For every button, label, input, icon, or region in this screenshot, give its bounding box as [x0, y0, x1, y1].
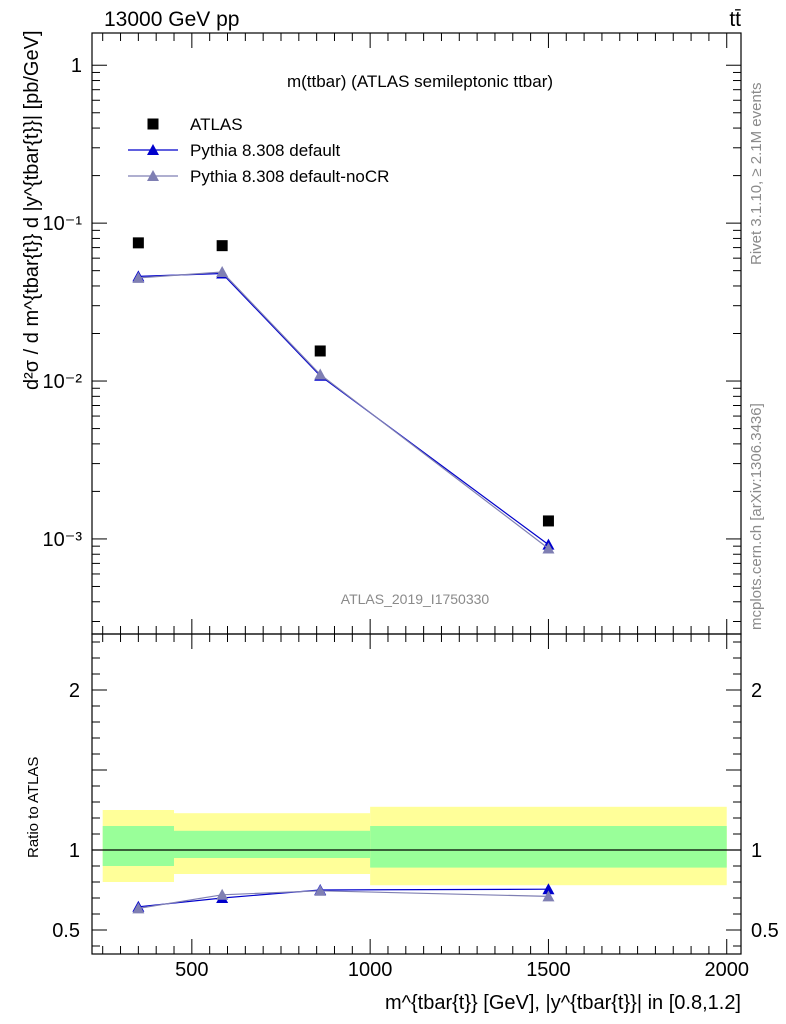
- main-panel: m(ttbar) (ATLAS semileptonic ttbar) ATLA…: [21, 30, 742, 635]
- band-green: [102, 826, 175, 866]
- data-point: [132, 271, 145, 283]
- ratio-x-tick-label: 2000: [704, 959, 749, 981]
- ratio-x-tick-label: 500: [175, 959, 208, 981]
- ratio-y-tick-label-right: 1: [751, 840, 762, 862]
- ratio-data-point: [542, 890, 555, 902]
- data-point: [314, 368, 327, 380]
- x-axis-label: m^{tbar{t}} [GeV], |y^{tbar{t}}| in [0.8…: [385, 992, 741, 1014]
- ratio-data-point: [216, 888, 229, 900]
- legend-label: ATLAS: [190, 115, 243, 134]
- legend-marker: [147, 144, 159, 155]
- rivet-label: Rivet 3.1.10, ≥ 2.1M events: [748, 83, 765, 266]
- main-y-tick-label: 1: [71, 55, 82, 77]
- ratio-y-tick-label-left: 0.5: [52, 920, 80, 942]
- main-series: [132, 237, 555, 554]
- main-x-ticks: [102, 33, 728, 634]
- ratio-data-point: [132, 902, 145, 914]
- legend-marker: [147, 118, 159, 130]
- data-point: [216, 240, 228, 252]
- data-point: [542, 515, 554, 527]
- ratio-y-tick-label-right: 0.5: [751, 920, 779, 942]
- mcplots-label: mcplots.cern.ch [arXiv:1306.3436]: [748, 403, 765, 630]
- ratio-bands: [92, 806, 741, 886]
- energy-label: 13000 GeV pp: [104, 8, 239, 31]
- legend-label: Pythia 8.308 default: [190, 141, 341, 160]
- main-y-tick-label: 10⁻³: [43, 529, 83, 551]
- series-1: [132, 267, 555, 550]
- ratio-y-ticks: 0.5 0.5 1 1 2 2: [52, 641, 779, 947]
- ratio-y-tick-label-right: 2: [751, 680, 762, 702]
- data-point: [132, 237, 144, 249]
- ratio-x-ticks: 500 1000 1500 2000: [102, 634, 749, 981]
- main-y-tick-label: 10⁻¹: [43, 213, 83, 235]
- series-0: [132, 237, 554, 527]
- band-green: [174, 830, 371, 858]
- legend-marker: [147, 170, 159, 181]
- ratio-series-line: [138, 888, 549, 908]
- ratio-data-point: [542, 883, 555, 895]
- main-title: m(ttbar) (ATLAS semileptonic ttbar): [287, 72, 553, 91]
- ratio-x-tick-label: 1000: [348, 959, 393, 981]
- ratio-series: [132, 883, 555, 914]
- watermark-label: ATLAS_2019_I1750330: [341, 591, 490, 607]
- ratio-series-0: [132, 883, 555, 912]
- ratio-y-axis-label: Ratio to ATLAS: [25, 757, 42, 858]
- main-y-tick-label: 10⁻²: [43, 371, 83, 393]
- ratio-y-tick-label-left: 2: [69, 680, 80, 702]
- ratio-y-tick-label-left: 1: [69, 840, 80, 862]
- ratio-series-1: [132, 884, 555, 914]
- main-y-ticks: 10⁻³ 10⁻² 10⁻¹ 1: [43, 55, 741, 622]
- ratio-panel: 0.5 0.5 1 1 2 2 500 1000 1500 2000 Ratio to ATLA…: [25, 633, 779, 1014]
- series-2: [132, 266, 555, 554]
- process-label: tt̄: [729, 8, 741, 31]
- data-point: [216, 266, 229, 278]
- series-line: [138, 271, 549, 549]
- ratio-series-line: [138, 890, 549, 909]
- main-y-axis-label: d²σ / d m^{tbar{t}} d |y^{tbar{t}}| [pb/…: [21, 30, 43, 390]
- ratio-data-point: [314, 884, 327, 896]
- data-point: [314, 345, 326, 357]
- legend-label: Pythia 8.308 default-noCR: [190, 167, 389, 186]
- data-point: [542, 542, 555, 554]
- legend: ATLAS Pythia 8.308 default Pythia 8.308 de…: [128, 115, 389, 186]
- ratio-frame: [91, 633, 742, 955]
- series-line: [138, 272, 549, 546]
- band-green: [370, 826, 727, 868]
- ratio-x-tick-label: 1500: [526, 959, 571, 981]
